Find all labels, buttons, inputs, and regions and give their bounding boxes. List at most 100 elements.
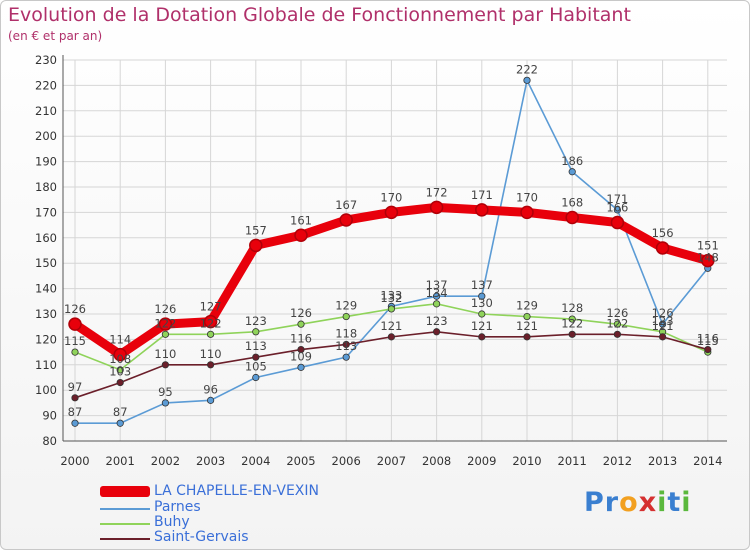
y-tick-label: 110 xyxy=(35,358,57,372)
data-point-parnes xyxy=(342,353,350,361)
logo-letter: i xyxy=(657,487,668,518)
x-tick-label: 2005 xyxy=(286,454,315,468)
data-label-la-chapelle-en-vexin: 171 xyxy=(471,188,493,202)
data-label-la-chapelle-en-vexin: 127 xyxy=(200,300,222,314)
data-point-la-chapelle-en-vexin xyxy=(294,228,308,243)
logo-letter: r xyxy=(604,487,620,518)
x-tick-label: 2001 xyxy=(106,454,135,468)
data-label-parnes: 113 xyxy=(335,339,357,353)
data-point-saint-gervais xyxy=(207,361,215,369)
data-label-saint-gervais: 121 xyxy=(516,319,538,333)
data-label-la-chapelle-en-vexin: 172 xyxy=(426,185,448,199)
data-label-parnes: 137 xyxy=(471,278,493,292)
data-label-saint-gervais: 122 xyxy=(561,316,583,330)
x-tick-label: 2009 xyxy=(467,454,496,468)
data-point-la-chapelle-en-vexin xyxy=(203,314,218,329)
data-label-parnes: 186 xyxy=(561,154,583,168)
data-point-buhy xyxy=(478,310,486,318)
x-tick-label: 2011 xyxy=(558,454,587,468)
y-tick-label: 190 xyxy=(35,155,57,169)
y-tick-label: 80 xyxy=(42,434,57,448)
data-point-saint-gervais xyxy=(478,333,486,341)
data-label-parnes: 171 xyxy=(606,192,628,206)
data-point-parnes xyxy=(568,168,576,176)
y-tick-label: 180 xyxy=(35,180,57,194)
data-point-la-chapelle-en-vexin xyxy=(158,317,173,331)
data-label-la-chapelle-en-vexin: 151 xyxy=(697,239,719,253)
y-tick-label: 170 xyxy=(35,205,57,219)
data-label-buhy: 129 xyxy=(335,299,357,313)
y-tick-label: 120 xyxy=(35,332,57,346)
data-label-buhy: 122 xyxy=(200,316,222,330)
y-tick-label: 220 xyxy=(35,78,57,92)
legend-swatch xyxy=(100,486,150,497)
data-label-la-chapelle-en-vexin: 156 xyxy=(652,226,674,240)
data-label-la-chapelle-en-vexin: 161 xyxy=(290,213,312,227)
data-point-parnes xyxy=(613,206,622,214)
data-label-la-chapelle-en-vexin: 168 xyxy=(561,195,583,209)
data-point-parnes xyxy=(252,373,260,382)
data-label-parnes: 87 xyxy=(113,405,128,419)
x-tick-label: 2007 xyxy=(377,454,406,468)
data-point-saint-gervais xyxy=(161,361,169,369)
data-label-saint-gervais: 122 xyxy=(606,316,628,330)
data-label-buhy: 115 xyxy=(697,334,719,348)
data-label-parnes: 105 xyxy=(245,360,267,374)
data-label-saint-gervais: 110 xyxy=(200,347,222,361)
x-tick-label: 2003 xyxy=(196,454,225,468)
y-tick-label: 200 xyxy=(35,129,57,143)
legend-label: LA CHAPELLE-EN-VEXIN xyxy=(154,483,319,499)
data-label-la-chapelle-en-vexin: 170 xyxy=(516,190,538,204)
proxiti-logo: ProxitiProxiti xyxy=(584,487,692,518)
data-label-buhy: 123 xyxy=(652,314,674,328)
data-label-saint-gervais: 103 xyxy=(109,365,131,379)
logo-letter: o xyxy=(619,487,639,518)
data-label-saint-gervais: 110 xyxy=(154,347,176,361)
data-point-saint-gervais xyxy=(297,345,305,354)
y-tick-label: 140 xyxy=(35,282,57,296)
y-tick-label: 130 xyxy=(35,307,57,321)
data-label-parnes: 137 xyxy=(426,278,448,292)
data-point-buhy xyxy=(613,320,622,328)
data-point-parnes xyxy=(523,76,531,84)
legend-swatch xyxy=(100,538,150,540)
data-label-saint-gervais: 116 xyxy=(697,332,719,346)
data-point-parnes xyxy=(478,292,486,300)
data-point-saint-gervais xyxy=(71,394,79,402)
x-tick-label: 2008 xyxy=(422,454,451,468)
data-label-la-chapelle-en-vexin: 170 xyxy=(380,190,402,204)
data-label-buhy: 123 xyxy=(245,314,267,328)
data-point-saint-gervais xyxy=(116,378,124,387)
data-point-la-chapelle-en-vexin xyxy=(113,347,127,362)
data-label-saint-gervais: 97 xyxy=(68,380,83,394)
x-tick-label: 2000 xyxy=(60,454,89,468)
data-point-buhy xyxy=(342,312,350,321)
data-point-parnes xyxy=(658,320,667,328)
x-tick-label: 2006 xyxy=(332,454,361,468)
data-point-saint-gervais xyxy=(704,345,712,354)
data-label-buhy: 130 xyxy=(471,296,493,310)
y-tick-label: 90 xyxy=(42,409,57,423)
data-point-buhy xyxy=(387,305,395,313)
legend-swatch xyxy=(100,508,150,510)
data-label-la-chapelle-en-vexin: 157 xyxy=(245,223,267,237)
data-label-buhy: 122 xyxy=(154,316,176,330)
data-label-saint-gervais: 121 xyxy=(471,319,493,333)
x-tick-label: 2014 xyxy=(693,454,722,468)
data-point-buhy xyxy=(252,328,260,336)
data-label-buhy: 129 xyxy=(516,299,538,313)
data-label-saint-gervais: 121 xyxy=(652,319,674,333)
y-tick-label: 150 xyxy=(35,256,57,270)
logo-letter: P xyxy=(584,487,605,518)
chart-subtitle: (en € et par an) xyxy=(8,29,103,43)
legend-swatch xyxy=(100,523,150,525)
data-label-saint-gervais: 118 xyxy=(335,326,357,340)
data-point-la-chapelle-en-vexin xyxy=(339,213,353,227)
data-point-la-chapelle-en-vexin xyxy=(384,205,399,220)
data-point-la-chapelle-en-vexin xyxy=(475,203,489,217)
x-tick-label: 2002 xyxy=(151,454,180,468)
data-point-saint-gervais xyxy=(613,330,622,338)
data-point-la-chapelle-en-vexin xyxy=(429,200,444,215)
data-label-la-chapelle-en-vexin: 167 xyxy=(335,198,357,212)
